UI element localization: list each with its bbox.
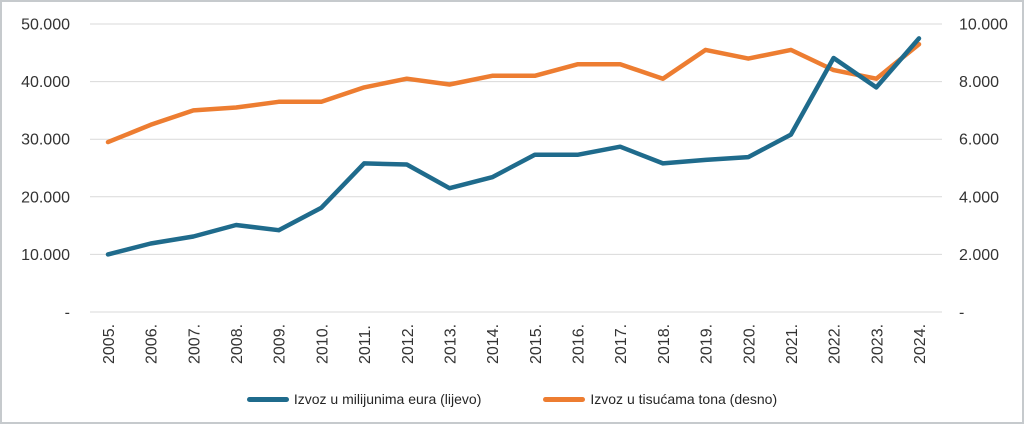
x-axis-label: 2016. — [571, 324, 588, 364]
right-axis-tick-label: 10.000 — [959, 17, 1008, 34]
x-axis-label: 2005. — [101, 324, 118, 364]
legend-item-tons: Izvoz u tisućama tona (desno) — [543, 391, 777, 407]
series-line-tons — [105, 41, 922, 145]
right-axis-tick-label: - — [959, 305, 964, 322]
legend-label-eur: Izvoz u milijunima eura (lijevo) — [293, 391, 482, 407]
chart-legend: Izvoz u milijunima eura (lijevo) Izvoz u… — [2, 388, 1022, 410]
x-axis-label: 2007. — [186, 324, 203, 364]
right-axis-tick-label: 8.000 — [959, 74, 999, 91]
series-line-eur — [105, 36, 922, 257]
x-axis-label: 2012. — [400, 324, 417, 364]
x-axis-label: 2019. — [699, 324, 716, 364]
x-axis-label: 2023. — [869, 324, 886, 364]
x-axis-label: 2011. — [357, 325, 374, 364]
x-axis-label: 2010. — [314, 324, 331, 364]
x-axis-label: 2013. — [442, 324, 459, 364]
left-axis-tick-label: 50.000 — [21, 17, 70, 34]
x-axis-label: 2006. — [144, 324, 161, 364]
x-axis-label: 2021. — [784, 324, 801, 364]
x-axis-label: 2017. — [613, 324, 630, 364]
left-axis-tick-label: - — [65, 305, 70, 322]
right-axis-tick-label: 6.000 — [959, 132, 999, 149]
legend-line-swatch-orange — [543, 396, 586, 402]
x-axis-label: 2009. — [272, 324, 289, 364]
x-axis-label: 2015. — [528, 324, 545, 364]
x-axis-label: 2020. — [741, 324, 758, 364]
left-axis-tick-label: 30.000 — [21, 132, 70, 149]
right-axis-tick-label: 4.000 — [959, 189, 999, 206]
left-axis-tick-label: 40.000 — [21, 74, 70, 91]
left-axis-tick-label: 20.000 — [21, 189, 70, 206]
legend-label-tons: Izvoz u tisućama tona (desno) — [590, 391, 778, 407]
legend-item-eur: Izvoz u milijunima eura (lijevo) — [246, 391, 482, 407]
line-chart: 50.000 10.000 40.000 8.000 30.000 6.000 20.000… — [21, 17, 1008, 365]
x-axis-label: 2014. — [485, 324, 502, 364]
left-axis-tick-label: 10.000 — [21, 247, 70, 264]
x-axis-label: 2024. — [912, 324, 929, 364]
x-axis-label: 2022. — [827, 324, 844, 364]
legend-line-swatch-blue — [246, 396, 289, 402]
right-axis-tick-label: 2.000 — [959, 247, 999, 264]
x-axis-label: 2018. — [656, 324, 673, 364]
x-axis-label: 2008. — [229, 324, 246, 364]
